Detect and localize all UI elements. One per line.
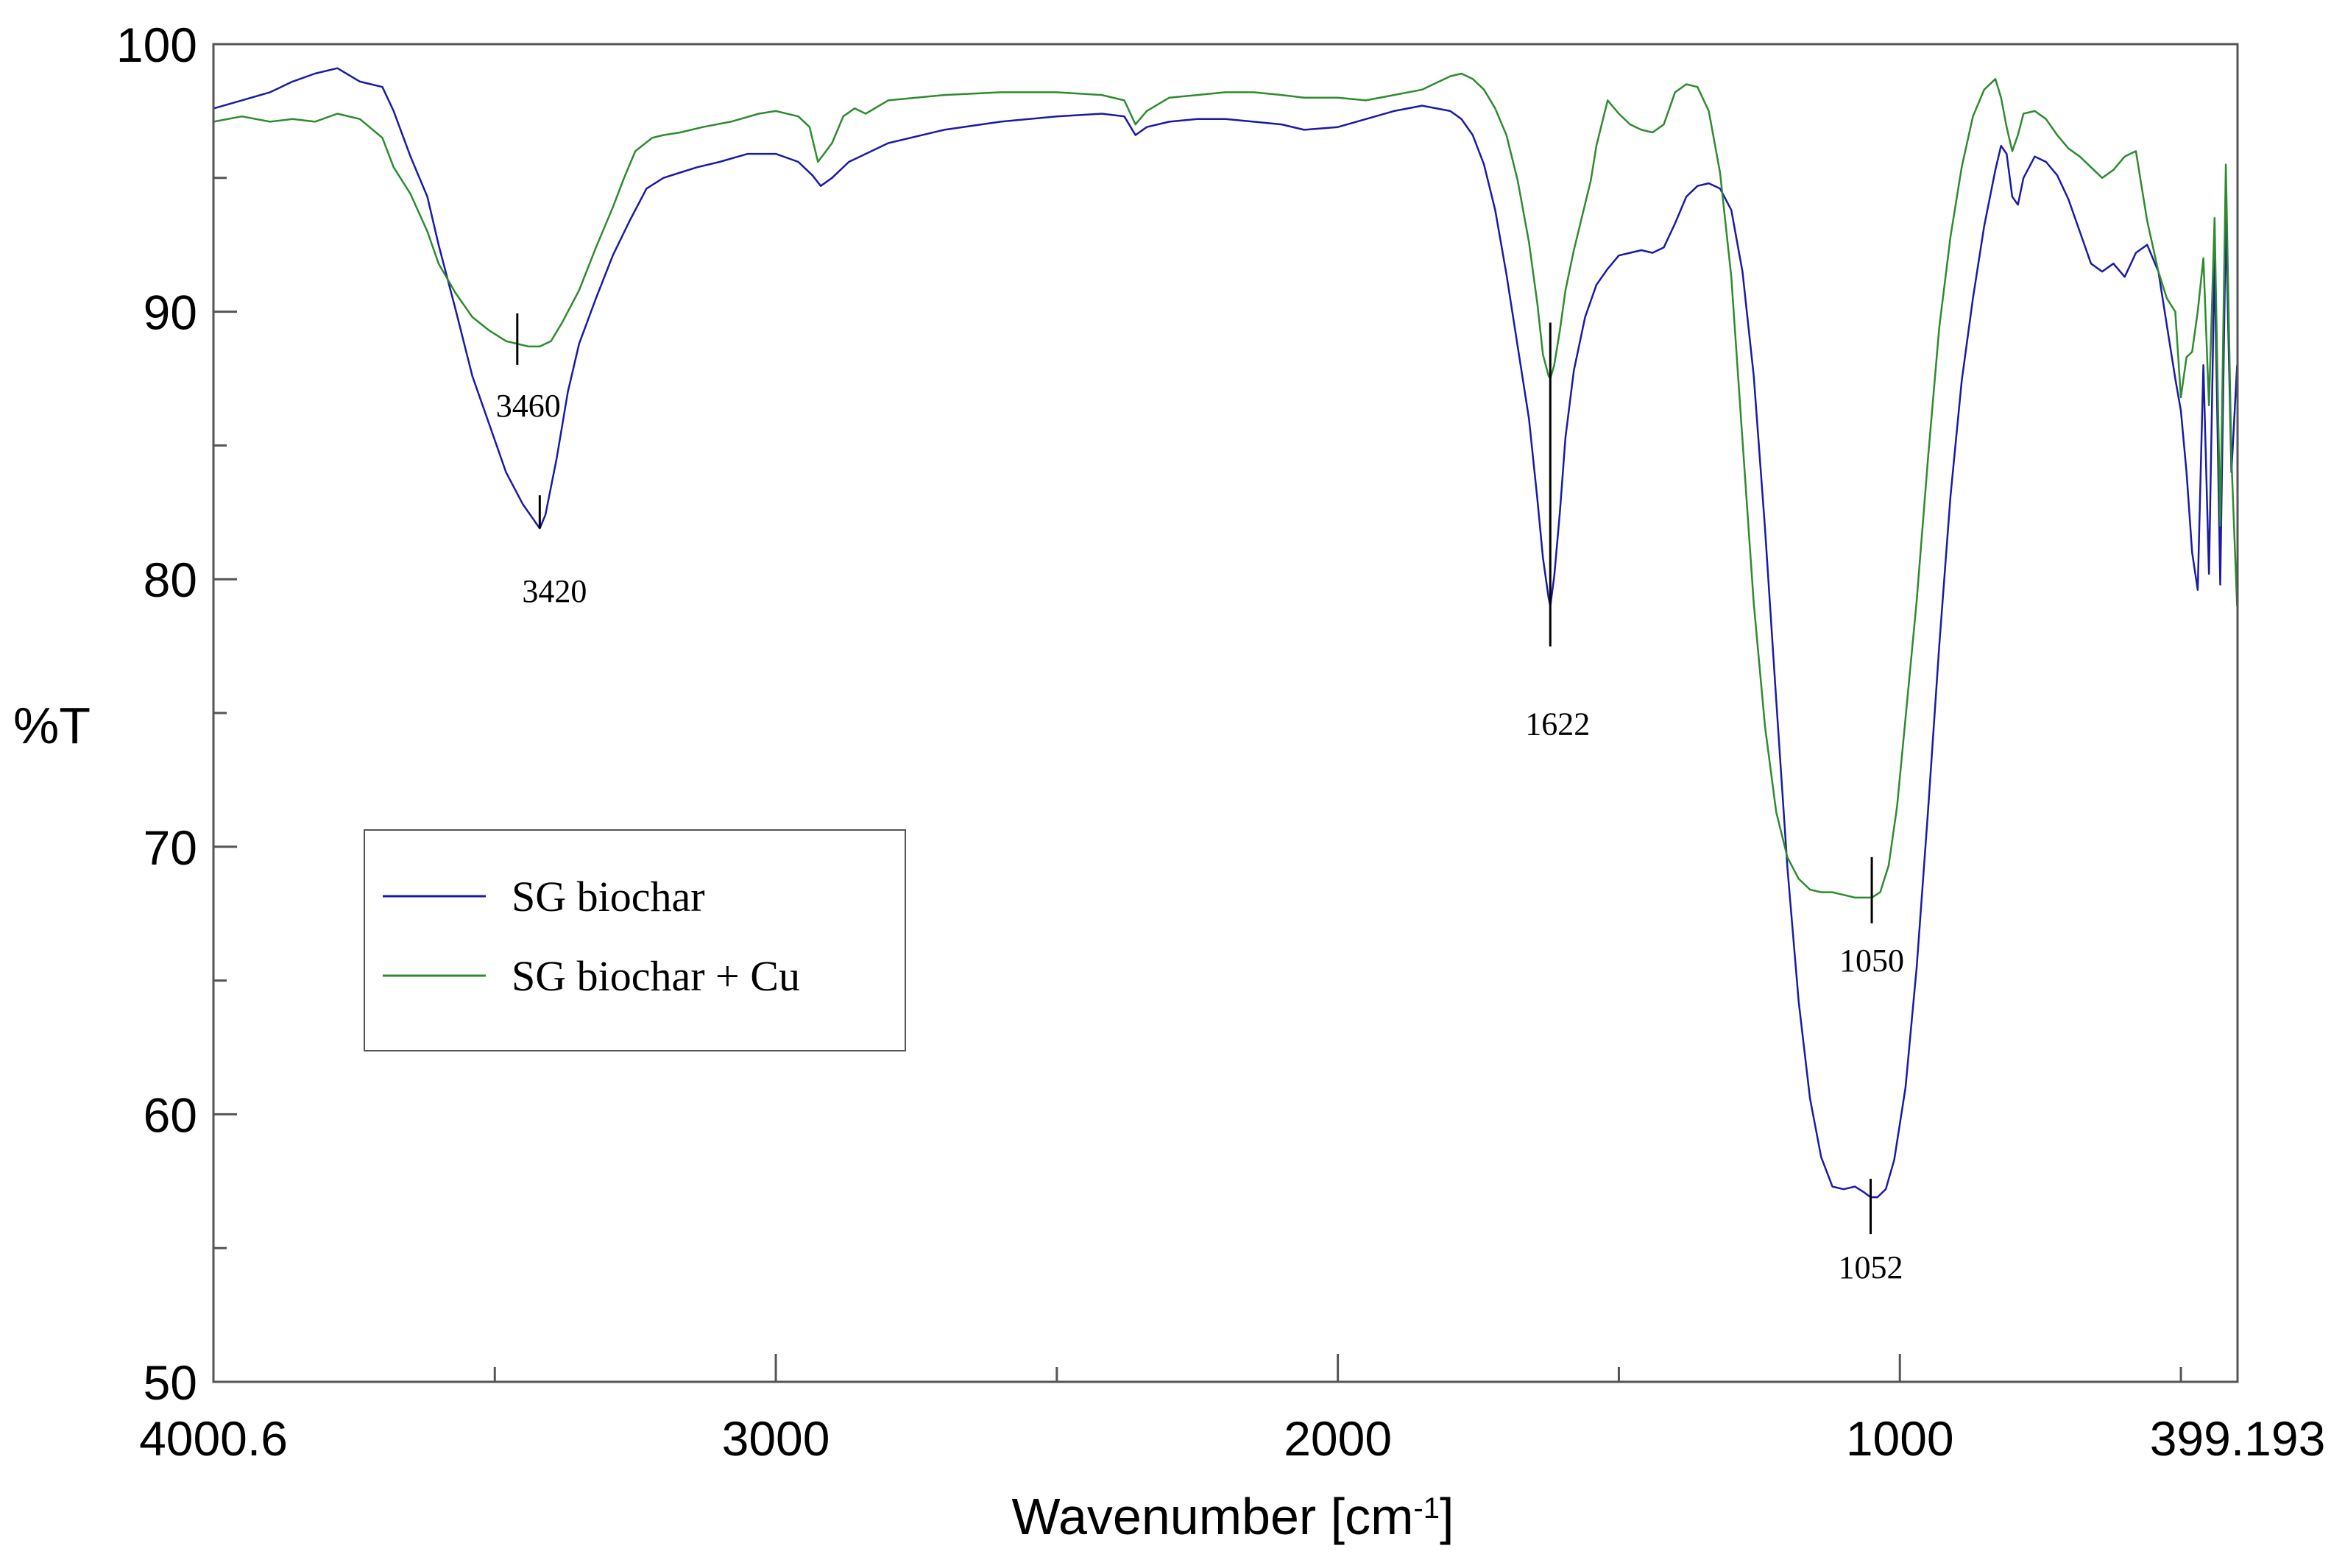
x-tick-label: 2000 [1284, 1411, 1392, 1466]
peak-label: 3420 [522, 573, 587, 609]
y-axis-label: %T [13, 697, 91, 754]
series-line-1 [213, 72, 2238, 899]
y-tick-label: 70 [144, 820, 197, 875]
peak-label: 1050 [1839, 943, 1904, 979]
x-axis-label-end: ] [1440, 1488, 1454, 1545]
y-tick-label: 90 [144, 285, 197, 340]
peak-label: 1052 [1839, 1249, 1903, 1285]
series-line-0 [213, 67, 2238, 1199]
axis-ticks: 4000.6 3000 2000 1000 399.193 100 90 80 70 60 50 [116, 18, 2325, 1466]
legend: SG biochar SG biochar + Cu [364, 829, 906, 1051]
x-tick-label: 3000 [722, 1411, 830, 1466]
peak-annotations: 3420 1622 1052 3460 1050 [496, 313, 1904, 1285]
peak-label: 3460 [496, 388, 561, 424]
x-tick-label: 399.193 [2150, 1411, 2326, 1466]
y-tick-label: 100 [116, 18, 197, 72]
legend-box [364, 829, 906, 1051]
x-axis-label: Wavenumber [cm-1] [1012, 1488, 1454, 1545]
plot-area [213, 67, 2238, 1199]
peak-label: 1622 [1525, 706, 1590, 742]
plot-frame [212, 43, 2239, 1383]
legend-label-sg-biochar: SG biochar [512, 873, 705, 920]
y-tick-label: 60 [144, 1088, 197, 1142]
legend-label-sg-biochar-cu: SG biochar + Cu [512, 952, 800, 1000]
y-tick-label: 80 [144, 553, 197, 607]
x-tick-label: 4000.6 [139, 1411, 288, 1466]
x-axis-label-sup: -1 [1413, 1492, 1440, 1525]
x-axis-label-main: Wavenumber [cm [1012, 1488, 1414, 1545]
x-tick-label: 1000 [1846, 1411, 1954, 1466]
y-tick-label: 50 [144, 1355, 197, 1410]
